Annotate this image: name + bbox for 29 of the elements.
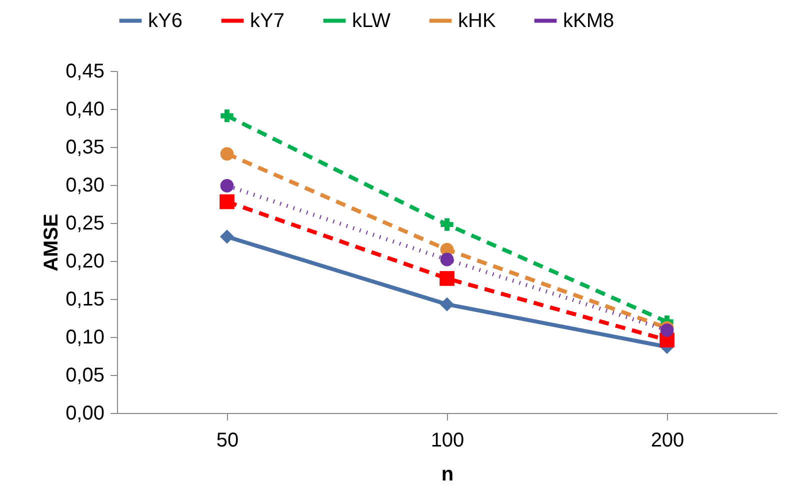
y-tick-label: 0,05 <box>66 364 104 386</box>
y-tick-label: 0,35 <box>66 136 104 158</box>
y-tick-label: 0,30 <box>66 174 104 196</box>
point <box>220 194 234 210</box>
point <box>220 230 234 244</box>
x-tick-label: 200 <box>650 430 684 452</box>
x-tick-label: 100 <box>430 430 464 452</box>
point <box>220 147 234 161</box>
y-tick-label: 0,15 <box>66 288 104 310</box>
point <box>440 252 454 266</box>
x-axis-title: n <box>441 464 454 486</box>
y-tick-label: 0,00 <box>66 402 104 424</box>
point <box>440 218 454 231</box>
legend-label: kHK <box>458 10 496 32</box>
y-tick-label: 0,45 <box>66 60 104 82</box>
y-tick-label: 0,25 <box>66 212 104 234</box>
point <box>440 297 454 312</box>
point <box>220 179 234 192</box>
y-axis-title: AMSE <box>40 214 63 272</box>
point <box>220 110 234 122</box>
legend-label: kY6 <box>148 10 182 32</box>
y-tick-label: 0,20 <box>66 250 104 272</box>
legend-label: kKM8 <box>563 10 614 32</box>
y-tick-label: 0,40 <box>66 98 104 120</box>
y-tick-label: 0,10 <box>66 326 104 348</box>
point <box>440 271 454 286</box>
legend-label: kY7 <box>250 10 284 32</box>
x-tick-label: 50 <box>216 430 239 452</box>
legend-label: kLW <box>352 10 391 32</box>
